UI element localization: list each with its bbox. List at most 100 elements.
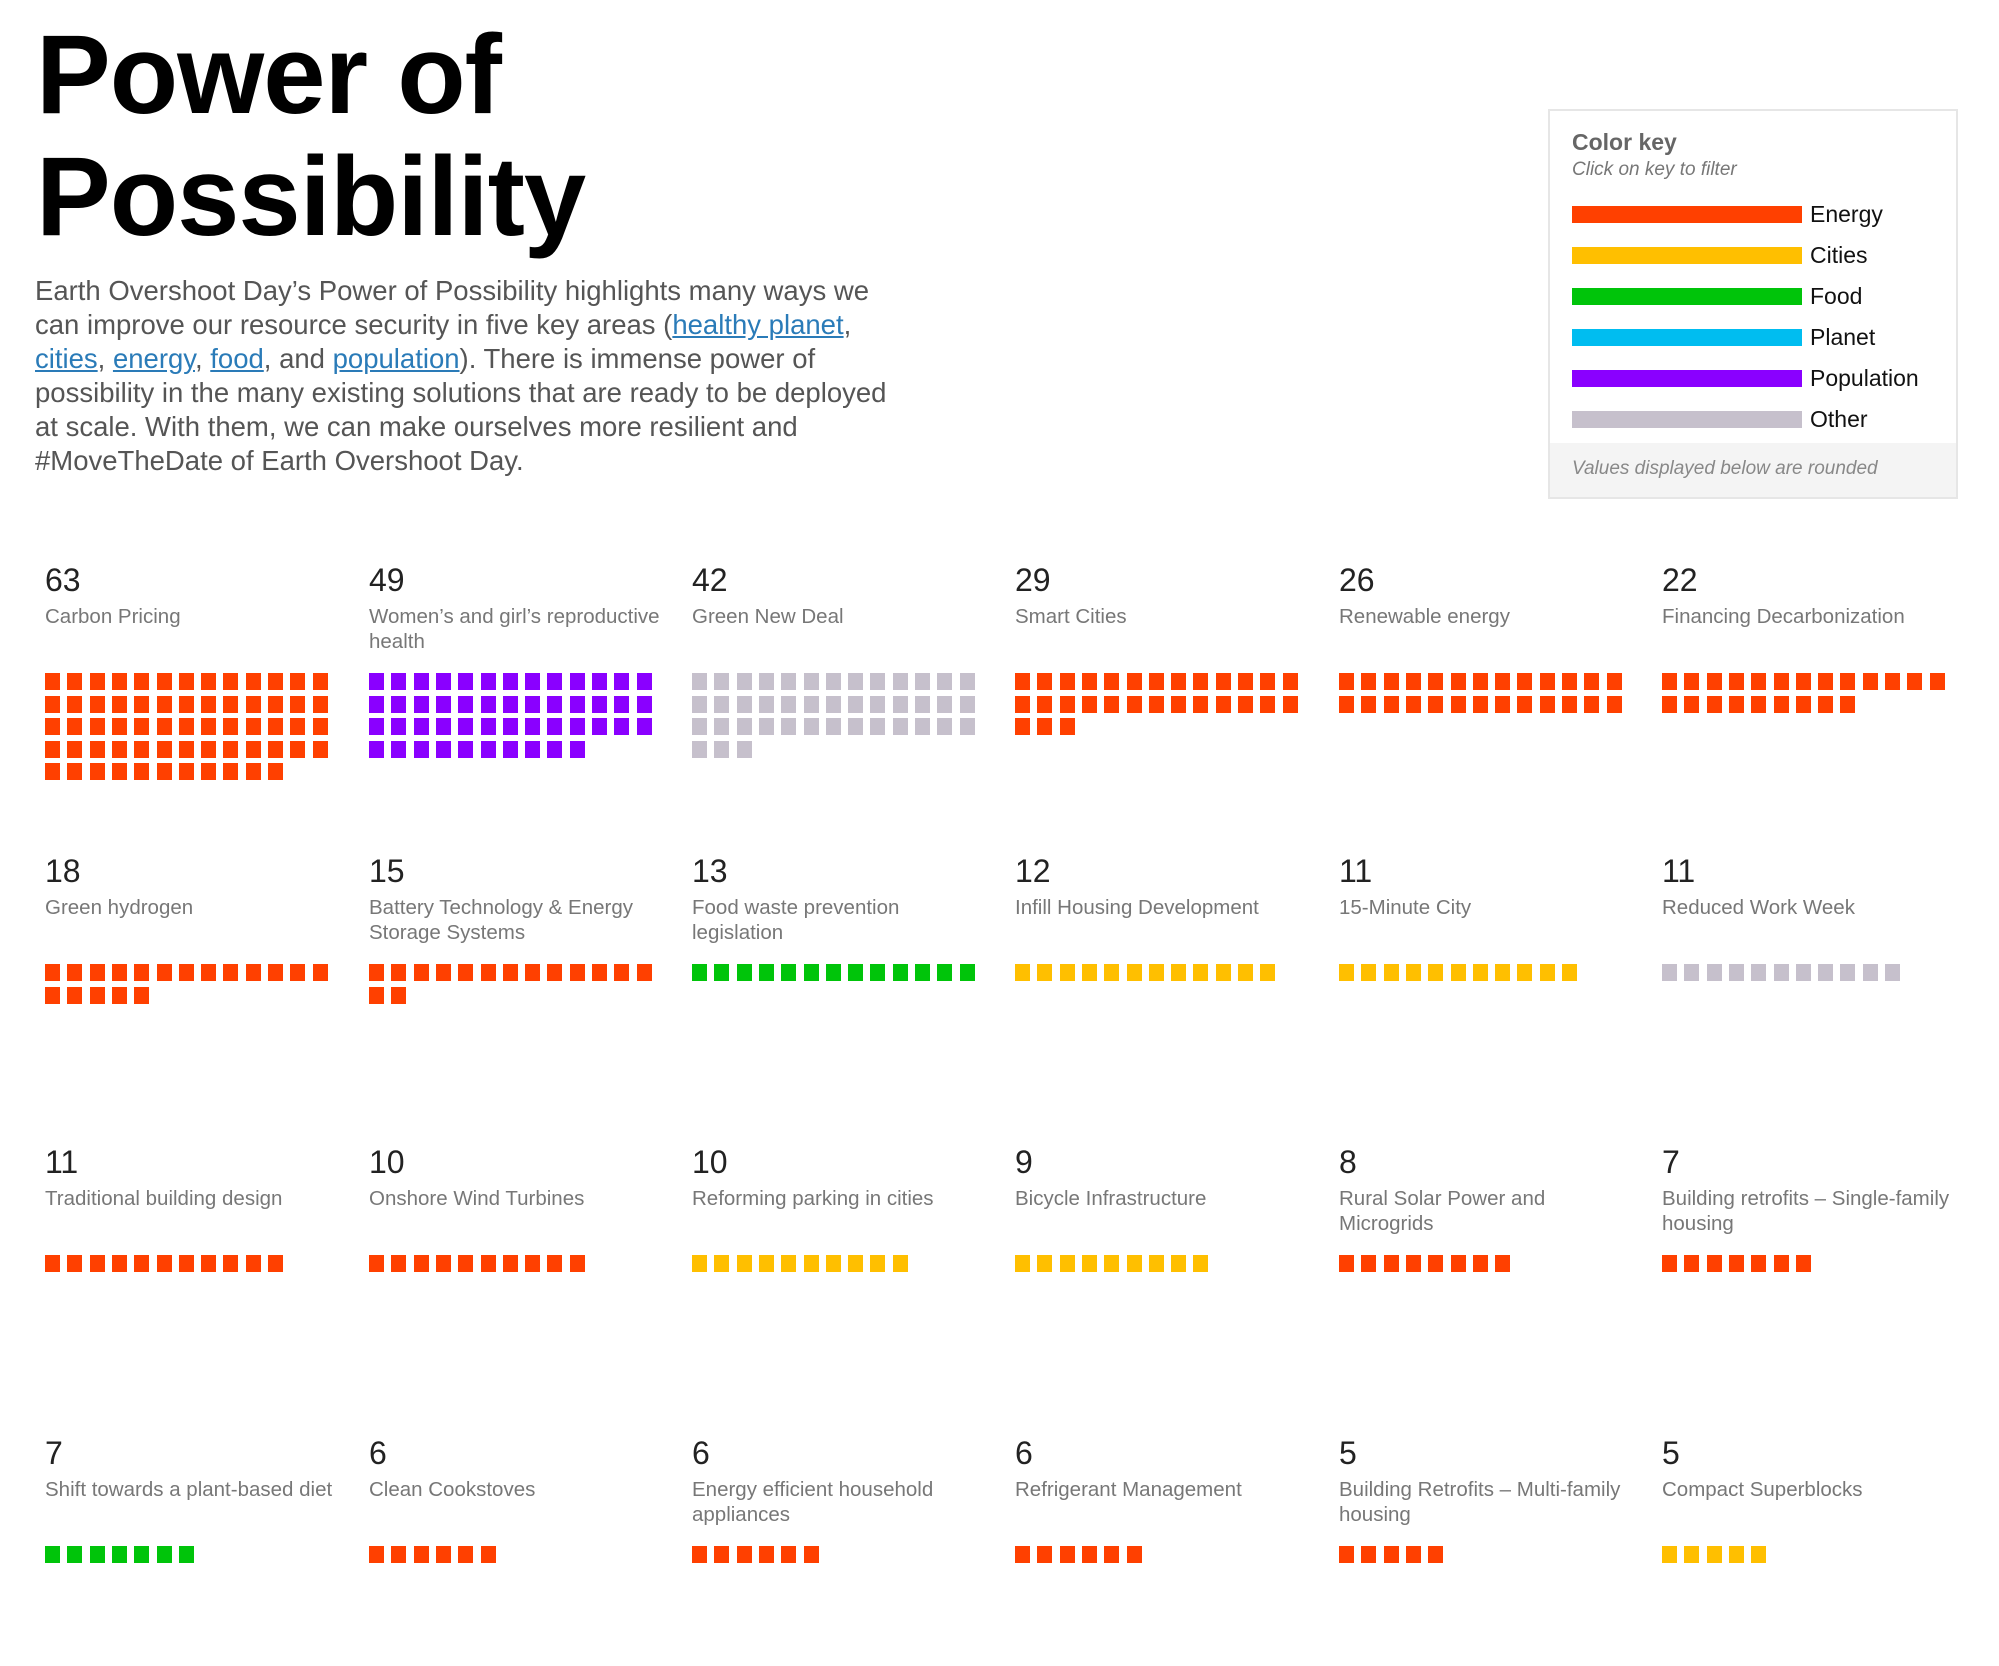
waffle-unit — [714, 1255, 730, 1272]
solution-label: Compact Superblocks — [1662, 1478, 1863, 1501]
waffle-unit — [111, 695, 127, 713]
waffle-unit — [178, 695, 194, 713]
waffle-unit — [736, 964, 752, 981]
waffle-unit — [1662, 695, 1677, 713]
solution-card: 11 15-Minute City — [1339, 853, 1639, 1084]
waffle-unit — [391, 1546, 407, 1563]
waffle — [1662, 964, 1962, 1084]
solution-label: Traditional building design — [45, 1187, 283, 1210]
waffle-unit — [156, 1255, 172, 1272]
waffle-unit — [1706, 964, 1722, 981]
waffle-unit — [1238, 695, 1253, 713]
waffle-unit — [480, 740, 496, 758]
waffle-unit — [614, 718, 630, 735]
waffle — [692, 964, 992, 1084]
waffle-unit — [915, 695, 930, 713]
waffle-unit — [178, 718, 194, 735]
legend-label: Cities — [1810, 241, 1868, 268]
waffle-unit — [1862, 673, 1878, 690]
waffle-unit — [1215, 673, 1231, 690]
rounded-note: Values displayed below are rounded — [1572, 458, 1878, 479]
waffle-unit — [937, 695, 953, 713]
waffle-unit — [1684, 1255, 1700, 1272]
solution-label: Reduced Work Week — [1662, 896, 1855, 919]
color-key: Color key Click on key to filter Energy C… — [1548, 109, 1958, 499]
waffle-unit — [1037, 1546, 1053, 1563]
waffle-unit — [525, 695, 541, 713]
waffle-unit — [111, 740, 127, 758]
link-cities[interactable]: cities — [35, 343, 98, 374]
legend-label: Food — [1810, 282, 1863, 309]
waffle-unit — [134, 740, 150, 758]
waffle-unit — [692, 964, 707, 981]
waffle-unit — [178, 1546, 194, 1563]
intro-text: ). There is immense power of possibility… — [35, 343, 887, 476]
waffle-unit — [848, 673, 864, 690]
waffle-unit — [636, 673, 652, 690]
waffle-unit — [1081, 964, 1097, 981]
legend-item-other[interactable]: Other — [1572, 404, 1868, 434]
waffle-unit — [290, 695, 306, 713]
solution-label: Building retrofits – Single-family housi… — [1662, 1187, 1950, 1235]
solution-card: 5 Building Retrofits – Multi-family housi… — [1339, 1435, 1639, 1666]
waffle-unit — [1126, 673, 1142, 690]
waffle — [1662, 1546, 1962, 1666]
waffle — [1339, 964, 1639, 1084]
waffle-unit — [1037, 964, 1053, 981]
link-energy[interactable]: energy — [112, 343, 195, 374]
waffle-unit — [825, 695, 841, 713]
waffle-unit — [848, 964, 864, 981]
waffle-unit — [458, 718, 474, 735]
waffle-unit — [1361, 964, 1377, 981]
waffle — [369, 964, 669, 1084]
solution-label: Building Retrofits – Multi-family housin… — [1339, 1478, 1621, 1526]
waffle-unit — [413, 740, 429, 758]
waffle-unit — [825, 1255, 841, 1272]
waffle-unit — [569, 718, 585, 735]
waffle-unit — [736, 740, 752, 758]
legend-item-energy[interactable]: Energy — [1572, 199, 1883, 229]
link-food[interactable]: food — [210, 343, 264, 374]
waffle-unit — [223, 964, 239, 981]
legend-item-population[interactable]: Population — [1572, 363, 1919, 393]
legend-item-cities[interactable]: Cities — [1572, 240, 1868, 270]
waffle-unit — [825, 964, 841, 981]
waffle-unit — [1059, 695, 1075, 713]
waffle-unit — [1773, 964, 1789, 981]
waffle-unit — [245, 718, 261, 735]
link-healthy-planet[interactable]: healthy planet — [672, 309, 844, 340]
waffle-unit — [435, 740, 451, 758]
waffle — [692, 1546, 992, 1666]
waffle-unit — [502, 695, 518, 713]
waffle-unit — [480, 673, 496, 690]
waffle-unit — [45, 1546, 60, 1563]
waffle-unit — [915, 964, 930, 981]
waffle-unit — [714, 740, 730, 758]
waffle-unit — [1193, 964, 1209, 981]
waffle-unit — [458, 695, 474, 713]
waffle-unit — [1148, 695, 1164, 713]
waffle-unit — [134, 695, 150, 713]
waffle-unit — [614, 695, 630, 713]
waffle-unit — [825, 718, 841, 735]
legend-item-food[interactable]: Food — [1572, 281, 1862, 311]
waffle-unit — [1450, 673, 1466, 690]
waffle-unit — [458, 673, 474, 690]
legend-swatch — [1572, 205, 1802, 223]
solution-value: 11 — [1662, 853, 1696, 889]
waffle-unit — [1361, 1546, 1377, 1563]
waffle-unit — [1539, 695, 1555, 713]
waffle-unit — [89, 695, 105, 713]
waffle-unit — [268, 740, 283, 758]
legend-item-planet[interactable]: Planet — [1572, 322, 1875, 352]
waffle-unit — [692, 695, 707, 713]
sep: , — [194, 343, 211, 374]
waffle-unit — [134, 964, 150, 981]
waffle-unit — [435, 964, 451, 981]
link-population[interactable]: population — [332, 343, 460, 374]
waffle-unit — [67, 740, 83, 758]
waffle-unit — [1472, 695, 1488, 713]
waffle-unit — [1260, 673, 1276, 690]
waffle-unit — [268, 673, 283, 690]
waffle-unit — [892, 718, 908, 735]
